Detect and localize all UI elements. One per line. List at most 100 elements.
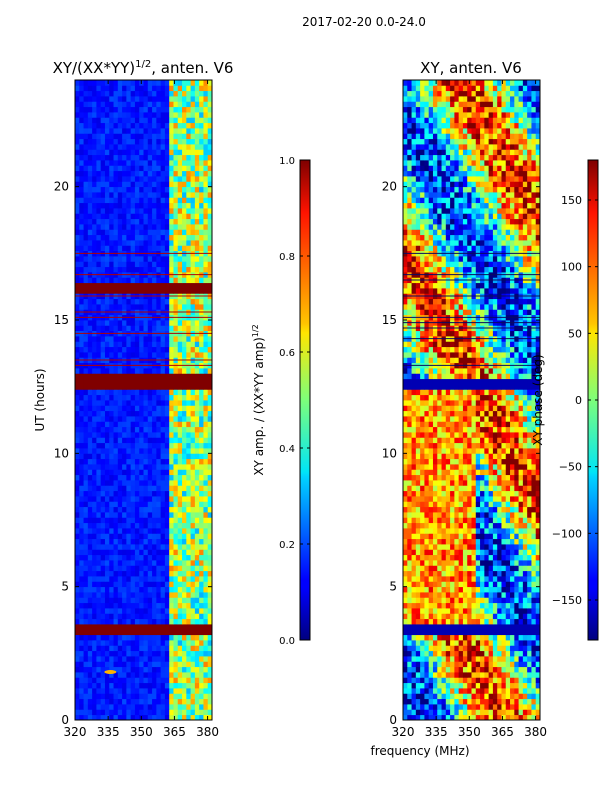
left-heatmap-cell [182,133,187,139]
left-heatmap-cell [79,549,84,555]
left-heatmap-cell [203,160,208,166]
left-heatmap-cell [156,165,161,171]
right-heatmap-cell [493,635,498,641]
left-heatmap-cell [126,416,131,422]
left-heatmap-cell [79,533,84,539]
left-heatmap-cell [199,512,204,518]
left-heatmap-cell [156,421,161,427]
left-heatmap-cell [96,123,101,129]
left-heatmap-cell [96,443,101,449]
left-heatmap-cell [114,277,119,283]
left-heatmap-cell [156,619,161,625]
left-heatmap-cell [114,592,119,598]
left-heatmap-cell [139,619,144,625]
right-heatmap-cell [454,677,459,683]
left-heatmap-cell [135,341,140,347]
left-heatmap-cell [139,405,144,411]
left-heatmap-cell [139,395,144,401]
right-heatmap-cell [519,624,524,630]
left-heatmap-cell [186,523,191,529]
left-heatmap-cell [92,587,97,593]
left-heatmap-cell [152,507,157,513]
left-heatmap-cell [152,336,157,342]
right-heatmap-cell [493,560,498,566]
left-heatmap-cell [122,192,127,198]
left-heatmap-cell [88,475,93,481]
right-heatmap-cell [463,613,468,619]
left-heatmap-cell [88,469,93,475]
left-heatmap-cell [191,683,196,689]
right-heatmap-cell [416,533,421,539]
right-heatmap-cell [424,560,429,566]
right-heatmap-cell [510,635,515,641]
left-heatmap-cell [92,613,97,619]
right-heatmap-cell [506,704,511,710]
left-heatmap-cell [199,485,204,491]
left-heatmap-cell [118,389,123,395]
left-heatmap-cell [182,208,187,214]
left-heatmap-cell [101,107,106,113]
left-heatmap-cell [148,469,153,475]
left-heatmap-cell [178,651,183,657]
left-heatmap-cell [182,661,187,667]
left-heatmap-cell [131,432,136,438]
left-heatmap-cell [79,85,84,91]
right-heatmap-cell [459,587,464,593]
left-heatmap-cell [101,651,106,657]
left-heatmap-cell [186,389,191,395]
left-heatmap-cell [148,693,153,699]
left-heatmap-cell [148,347,153,353]
left-heatmap-cell [178,224,183,230]
left-heatmap-cell [195,421,200,427]
left-heatmap-cell [114,549,119,555]
left-heatmap-cell [156,432,161,438]
left-heatmap-cell [131,544,136,550]
left-heatmap-cell [182,267,187,273]
left-heatmap-cell [126,587,131,593]
left-heatmap-cell [195,187,200,193]
left-heatmap-cell [84,667,89,673]
left-heatmap-cell [199,389,204,395]
right-heatmap-cell [433,587,438,593]
left-heatmap-cell [122,395,127,401]
left-heatmap-cell [156,592,161,598]
left-heatmap-cell [161,96,166,102]
left-heatmap-cell [109,277,114,283]
left-heatmap-cell [139,256,144,262]
left-heatmap-cell [88,709,93,715]
left-heatmap-cell [84,117,89,123]
right-heatmap-cell [424,667,429,673]
left-heatmap-cell [79,107,84,113]
right-heatmap-cell [442,704,447,710]
left-heatmap-cell [182,320,187,326]
left-heatmap-cell [109,165,114,171]
right-heatmap-cell [514,672,519,678]
left-heatmap-cell [131,683,136,689]
right-heatmap-cell [506,688,511,694]
left-heatmap-cell [195,699,200,705]
left-heatmap-cell [191,480,196,486]
left-heatmap-cell [173,427,178,433]
left-heatmap-cell [92,624,97,630]
left-heatmap-cell [144,336,149,342]
left-heatmap-cell [88,347,93,353]
left-heatmap-cell [92,597,97,603]
left-heatmap-cell [161,485,166,491]
left-heatmap-cell [191,299,196,305]
left-heatmap-cell [144,304,149,310]
left-heatmap-cell [105,677,110,683]
left-heatmap-cell [161,240,166,246]
left-heatmap-cell [173,491,178,497]
right-heatmap-cell [531,635,536,641]
left-heatmap-cell [144,197,149,203]
right-heatmap-cell [519,656,524,662]
left-heatmap-cell [109,549,114,555]
right-heatmap-cell [446,672,451,678]
left-heatmap-cell [109,704,114,710]
left-heatmap-cell [88,581,93,587]
left-heatmap-cell [92,325,97,331]
right-heatmap-cell [403,544,408,550]
left-heatmap-cell [109,640,114,646]
left-heatmap-cell [109,469,114,475]
left-heatmap-cell [131,501,136,507]
